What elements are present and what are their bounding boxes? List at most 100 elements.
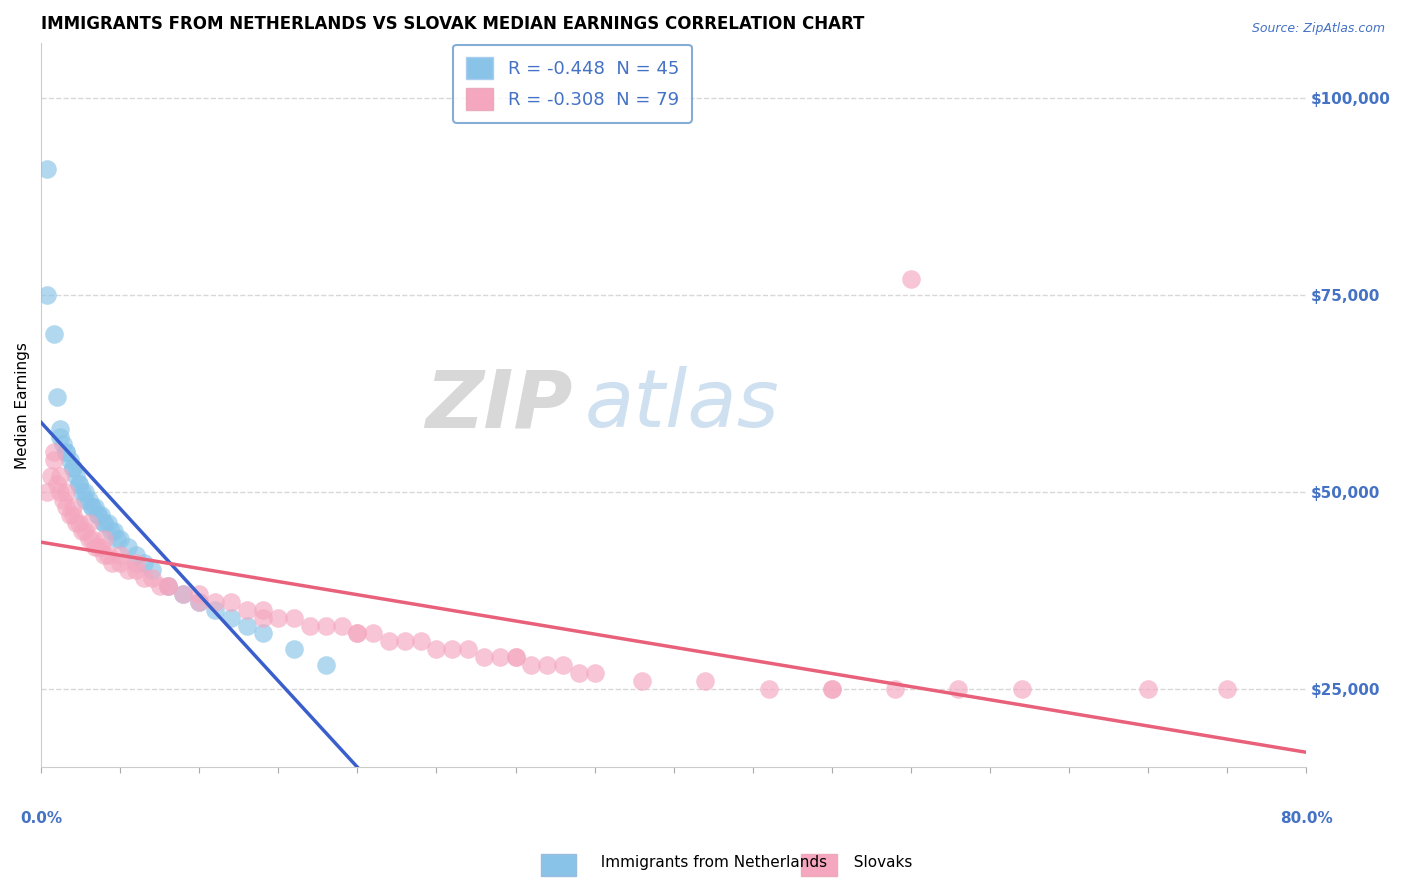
Point <box>49 469 72 483</box>
Point <box>65 469 87 483</box>
Point <box>80 500 103 515</box>
Point <box>149 579 172 593</box>
Point <box>235 618 257 632</box>
Point <box>948 681 970 696</box>
Point <box>631 673 654 688</box>
Point <box>105 532 128 546</box>
Point <box>37 288 59 302</box>
Point <box>1137 681 1160 696</box>
Point <box>378 634 401 648</box>
Text: ZIP: ZIP <box>425 366 572 444</box>
Point <box>520 657 543 672</box>
Point <box>70 524 93 538</box>
Text: Immigrants from Netherlands: Immigrants from Netherlands <box>591 855 827 870</box>
Point <box>62 500 84 515</box>
FancyBboxPatch shape <box>541 854 576 876</box>
Point <box>188 595 211 609</box>
Point <box>394 634 416 648</box>
Point <box>62 508 84 523</box>
Point <box>132 556 155 570</box>
Point <box>49 484 72 499</box>
Point <box>93 548 115 562</box>
Point <box>93 516 115 531</box>
Point <box>821 681 844 696</box>
Point <box>93 532 115 546</box>
Point <box>315 657 337 672</box>
Point <box>235 603 257 617</box>
Point <box>58 508 80 523</box>
Point <box>188 587 211 601</box>
Point <box>87 508 110 523</box>
Point <box>156 579 179 593</box>
Text: 80.0%: 80.0% <box>1279 811 1333 826</box>
Point <box>45 390 67 404</box>
Point <box>204 603 226 617</box>
Point <box>884 681 907 696</box>
Point <box>156 579 179 593</box>
Point <box>252 603 274 617</box>
Point <box>488 650 510 665</box>
Point <box>52 437 75 451</box>
Point <box>62 461 84 475</box>
Point <box>219 595 242 609</box>
Point <box>156 579 179 593</box>
Point <box>283 642 305 657</box>
Point <box>65 516 87 531</box>
Point <box>39 469 62 483</box>
Point <box>536 657 558 672</box>
Point <box>821 681 844 696</box>
Point <box>70 484 93 499</box>
Point <box>117 540 139 554</box>
Point <box>125 548 148 562</box>
FancyBboxPatch shape <box>801 854 837 876</box>
Point <box>49 422 72 436</box>
Point <box>83 500 105 515</box>
Point <box>568 665 591 680</box>
Point <box>93 516 115 531</box>
Point <box>96 516 118 531</box>
Text: Slovaks: Slovaks <box>844 855 912 870</box>
Point <box>204 595 226 609</box>
Point <box>108 556 131 570</box>
Point <box>80 500 103 515</box>
Point <box>77 532 100 546</box>
Point <box>457 642 479 657</box>
Point <box>141 571 163 585</box>
Y-axis label: Median Earnings: Median Earnings <box>15 342 30 468</box>
Point <box>45 476 67 491</box>
Point <box>346 626 368 640</box>
Point <box>125 556 148 570</box>
Point <box>298 618 321 632</box>
Point <box>425 642 447 657</box>
Point <box>96 548 118 562</box>
Point <box>346 626 368 640</box>
Text: 0.0%: 0.0% <box>20 811 62 826</box>
Point <box>252 626 274 640</box>
Point <box>505 650 527 665</box>
Point <box>49 429 72 443</box>
Point <box>252 610 274 624</box>
Point <box>172 587 194 601</box>
Point <box>283 610 305 624</box>
Point <box>361 626 384 640</box>
Point <box>55 484 77 499</box>
Point <box>103 524 125 538</box>
Text: Source: ZipAtlas.com: Source: ZipAtlas.com <box>1251 22 1385 36</box>
Point <box>42 445 65 459</box>
Point <box>83 540 105 554</box>
Point <box>55 445 77 459</box>
Point <box>77 492 100 507</box>
Point <box>101 556 124 570</box>
Point <box>172 587 194 601</box>
Point <box>188 595 211 609</box>
Point <box>108 532 131 546</box>
Point <box>108 548 131 562</box>
Point <box>67 476 90 491</box>
Point <box>75 524 97 538</box>
Point <box>67 476 90 491</box>
Point <box>583 665 606 680</box>
Point <box>551 657 574 672</box>
Point <box>132 571 155 585</box>
Point <box>1011 681 1033 696</box>
Point <box>330 618 353 632</box>
